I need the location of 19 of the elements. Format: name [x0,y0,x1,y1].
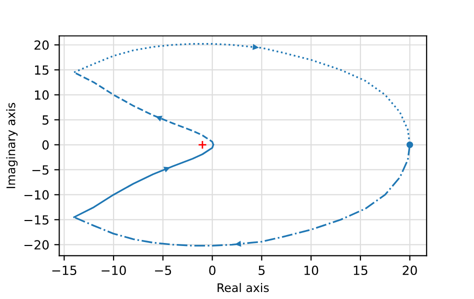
y-tick-label: 15 [34,65,48,75]
y-tick-label: 10 [34,90,49,100]
x-axis-title: Real axis [218,283,269,292]
y-tick-label: 20 [34,40,49,50]
x-tick-label: −5 [155,266,172,276]
x-tick-label: −15 [52,266,76,276]
x-tick-label: −10 [102,266,126,276]
y-tick-label: −5 [32,165,48,175]
x-tick-label: 20 [402,266,417,276]
y-axis-title: Imaginary axis [6,102,18,188]
y-tick-label: 5 [42,115,48,125]
y-tick-label: −10 [24,190,49,200]
x-tick-label: 10 [304,266,318,276]
y-tick-label: 0 [42,140,49,150]
x-tick-label: 15 [354,266,368,276]
y-tick-label: −20 [24,240,49,250]
y-tick-label: −15 [24,215,48,225]
x-tick-label: 0 [209,266,216,276]
x-tick-label: 5 [258,266,265,276]
